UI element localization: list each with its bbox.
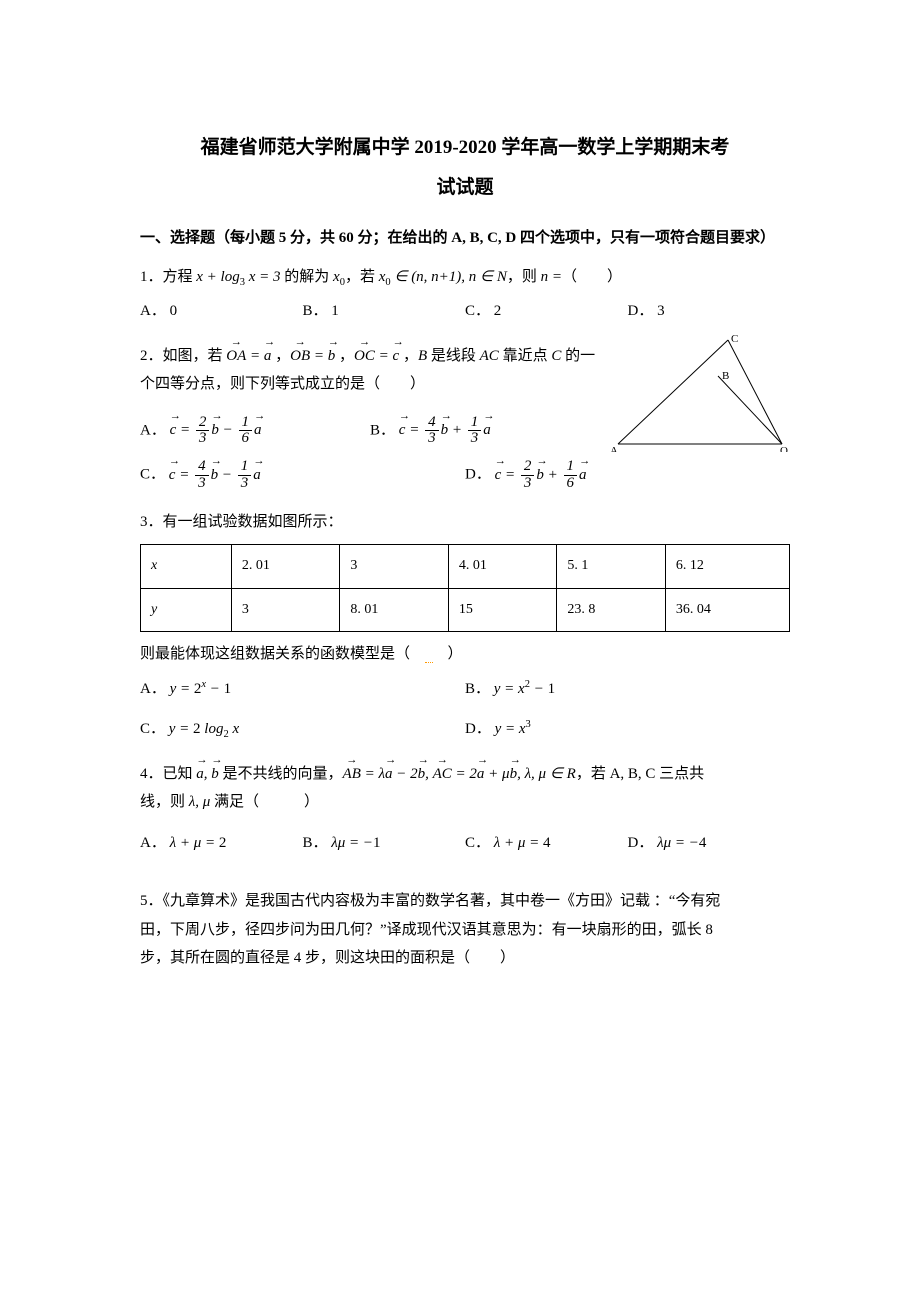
question-5: 5．《九章算术》是我国古代内容极为丰富的数学名著，其中卷一《方田》记载 ：“今有… xyxy=(140,887,790,973)
q4-options: A． λ + μ = 2 B． λμ = −1 C． λ + μ = 4 D． … xyxy=(140,823,790,864)
q3-opt-b: B． y = x2 − 1 xyxy=(465,675,790,704)
q5-line1: 5．《九章算术》是我国古代内容极为丰富的数学名著，其中卷一《方田》记载 ：“今有… xyxy=(140,887,790,916)
exam-page: 福建省师范大学附属中学 2019-2020 学年高一数学上学期期末考 试试题 一… xyxy=(0,0,920,1041)
blank-dotted-icon xyxy=(425,648,433,663)
question-4: 4．已知 a, b 是不共线的向量，AB = λa − 2b, AC = 2a … xyxy=(140,760,790,864)
svg-text:A: A xyxy=(610,445,618,452)
question-3: 3．有一组试验数据如图所示： x 2. 01 3 4. 01 5. 1 6. 1… xyxy=(140,508,790,750)
question-2: AOCB 2．如图，若 OA = a ，OB = b ，OC = c ，B 是线… xyxy=(140,342,790,498)
question-1: 1．方程 x + log3 x = 3 的解为 x0，若 x0 ∈ (n, n+… xyxy=(140,263,790,332)
table-row: x 2. 01 3 4. 01 5. 1 6. 12 xyxy=(141,545,790,589)
q1-options: A． 0 B． 1 C． 2 D． 3 xyxy=(140,291,790,332)
q2-text: 2．如图，若 OA = a ，OB = b ，OC = c ，B 是线段 AC … xyxy=(140,348,595,393)
svg-text:B: B xyxy=(722,370,729,382)
q2-opt-b: B． c = 43b + 13a xyxy=(370,415,600,448)
q4-opt-c: C． λ + μ = 4 xyxy=(465,829,628,858)
page-title-line2: 试试题 xyxy=(140,170,790,206)
q1-opt-d: D． 3 xyxy=(628,297,791,326)
q1-text: 1．方程 x + log3 x = 3 的解为 x0，若 x0 ∈ (n, n+… xyxy=(140,269,622,285)
q1-opt-c: C． 2 xyxy=(465,297,628,326)
q3-opt-a: A． y = 2x − 1 xyxy=(140,675,465,704)
q4-opt-d: D． λμ = −4 xyxy=(628,829,791,858)
q2-options-row1: A． c = 23b − 16a B． c = 43b + 13a xyxy=(140,409,600,454)
q3-head: 3．有一组试验数据如图所示： xyxy=(140,508,790,537)
page-title-line1: 福建省师范大学附属中学 2019-2020 学年高一数学上学期期末考 xyxy=(140,130,790,166)
svg-text:C: C xyxy=(731,333,738,345)
q3-tail: 则最能体现这组数据关系的函数模型是（ ） xyxy=(140,640,790,669)
section-1-heading: 一、选择题（每小题 5 分，共 60 分；在给出的 A, B, C, D 四个选… xyxy=(140,224,790,253)
q3-opt-c: C． y = 2 log2 x xyxy=(140,715,465,744)
svg-text:O: O xyxy=(780,445,788,452)
q4-opt-b: B． λμ = −1 xyxy=(303,829,466,858)
q5-line2: 田，下周八步，径四步问为田几何？”译成现代汉语其意思为：有一块扇形的田，弧长 8 xyxy=(140,916,790,945)
q2-opt-c: C． c = 43b − 13a xyxy=(140,459,465,492)
q1-opt-b: B． 1 xyxy=(303,297,466,326)
q3-options-row1: A． y = 2x − 1 B． y = x2 − 1 xyxy=(140,669,790,710)
q4-line1: 4．已知 a, b 是不共线的向量，AB = λa − 2b, AC = 2a … xyxy=(140,766,704,782)
q2-opt-d: D． c = 23b + 16a xyxy=(465,459,790,492)
q1-opt-a: A． 0 xyxy=(140,297,303,326)
q5-line3: 步，其所在圆的直径是 4 步，则这块田的面积是（ ） xyxy=(140,944,790,973)
q2-options-row2: C． c = 43b − 13a D． c = 23b + 16a xyxy=(140,453,790,498)
q4-opt-a: A． λ + μ = 2 xyxy=(140,829,303,858)
q3-options-row2: C． y = 2 log2 x D． y = x3 xyxy=(140,709,790,750)
q3-opt-d: D． y = x3 xyxy=(465,715,790,744)
table-row: y 3 8. 01 15 23. 8 36. 04 xyxy=(141,588,790,632)
q4-line2: 线，则 λ, μ 满足（ ） xyxy=(140,788,790,817)
q2-opt-a: A． c = 23b − 16a xyxy=(140,415,370,448)
q3-data-table: x 2. 01 3 4. 01 5. 1 6. 12 y 3 8. 01 15 … xyxy=(140,544,790,632)
triangle-figure: A O C B xyxy=(610,332,790,452)
